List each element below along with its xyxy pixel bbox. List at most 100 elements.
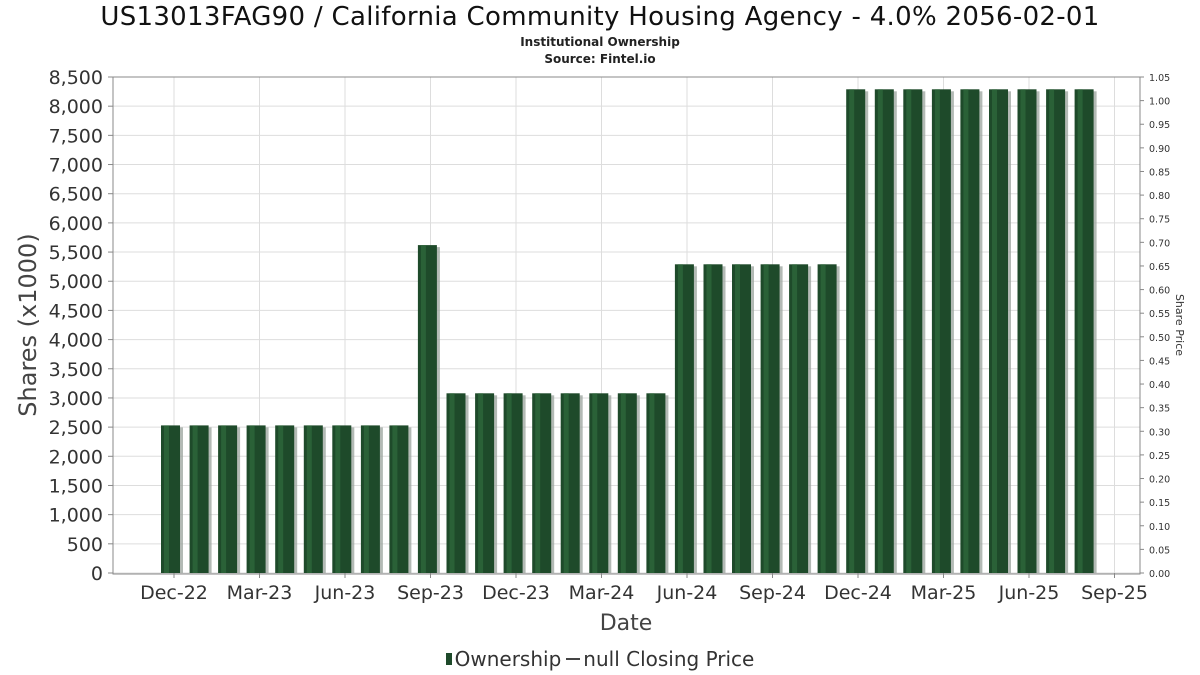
bar [161,425,183,573]
y-tick-label: 4,000 [49,330,103,352]
y2-axis-label: Share Price [1173,294,1186,356]
y-tick-label: 7,000 [49,155,103,177]
bar [846,89,869,574]
bar [246,425,269,573]
bar [560,393,583,573]
y2-tick-label: 0.25 [1149,451,1170,462]
y2-tick-label: 0.55 [1149,309,1170,320]
y-tick-label: 5,500 [49,242,103,264]
x-tick-label: Dec-23 [482,582,550,604]
legend: Ownership null Closing Price [0,647,1200,671]
bar [475,393,498,573]
y-axis: 0 500 1,000 1,500 2,000 2,500 3,000 3,500 4,000 4… [49,67,113,585]
y2-tick-label: 0.60 [1149,286,1170,297]
legend-closing-swatch [566,658,581,660]
y2-tick-label: 0.30 [1149,427,1170,438]
y2-tick-label: 1.05 [1149,73,1170,84]
bar [703,264,726,573]
bar [960,89,983,574]
legend-ownership-swatch [445,653,452,665]
y-tick-label: 5,000 [49,271,103,293]
x-tick-label: Jun-25 [998,582,1060,604]
chart-source: Source: Fintel.io [544,52,656,66]
y-tick-label: 6,000 [49,213,103,235]
bar [646,393,669,573]
bar [532,393,555,573]
x-axis-label: Date [600,611,653,636]
chart-title: US13013FAG90 / California Community Hous… [100,2,1100,32]
y2-tick-label: 0.20 [1149,475,1170,486]
y-tick-label: 500 [67,534,103,556]
bar [760,264,783,573]
y2-tick-label: 0.95 [1149,120,1170,131]
bar [417,245,440,573]
y2-axis: 0.00 0.05 0.10 0.15 0.20 0.25 0.30 0.35 0.40 0.45… [1140,73,1170,580]
bar [1074,89,1097,574]
y2-tick-label: 0.75 [1149,215,1170,226]
bar [674,264,697,573]
bar [817,264,840,573]
y2-tick-label: 0.15 [1149,498,1170,509]
x-tick-label: Mar-24 [569,582,635,604]
bar [589,393,612,573]
x-tick-label: Mar-23 [227,582,293,604]
y-tick-label: 8,000 [49,96,103,118]
x-tick-label: Mar-25 [911,582,977,604]
legend-ownership-label: Ownership [454,647,562,671]
y-tick-label: 8,500 [49,67,103,89]
x-tick-label: Dec-22 [140,582,208,604]
bar [275,425,298,573]
y2-tick-label: 0.40 [1149,380,1170,391]
y-tick-label: 1,000 [49,505,103,527]
y-tick-label: 2,000 [49,446,103,468]
y-tick-label: 6,500 [49,184,103,206]
y2-tick-label: 0.00 [1149,569,1170,580]
bar [189,425,212,573]
y2-tick-label: 0.70 [1149,238,1170,249]
bar [218,425,241,573]
y-tick-label: 1,500 [49,475,103,497]
x-tick-label: Jun-23 [314,582,376,604]
bar [1046,89,1069,574]
bar [1017,89,1040,574]
x-tick-label: Jun-24 [656,582,718,604]
y2-tick-label: 0.10 [1149,522,1170,533]
y2-tick-label: 0.90 [1149,144,1170,155]
y2-tick-label: 0.05 [1149,545,1170,556]
y-axis-label: Shares (x1000) [14,233,42,416]
chart-subtitle: Institutional Ownership [520,35,680,49]
bar [303,425,326,573]
bar [931,89,954,574]
legend-closing-label: null Closing Price [583,647,755,671]
bar [903,89,926,574]
y2-tick-label: 0.35 [1149,404,1170,415]
bar [617,393,640,573]
y2-tick-label: 0.50 [1149,333,1170,344]
plot-area [112,76,1141,575]
bar [360,425,383,573]
bar [446,393,469,573]
bar [989,89,1011,574]
bar [503,393,526,573]
x-tick-label: Sep-23 [397,582,464,604]
bar [874,89,897,574]
x-tick-label: Sep-24 [739,582,806,604]
bar [332,425,355,573]
y2-tick-label: 0.85 [1149,167,1170,178]
y-tick-label: 3,000 [49,388,103,410]
x-tick-label: Sep-25 [1081,582,1148,604]
bar [732,264,754,573]
y2-tick-label: 1.00 [1149,97,1170,108]
y-tick-label: 2,500 [49,417,103,439]
y2-tick-label: 0.45 [1149,356,1170,367]
y-tick-label: 3,500 [49,359,103,381]
x-axis: Dec-22 Mar-23 Jun-23 Sep-23 Dec-23 Mar-24 Jun-… [140,573,1148,604]
y-tick-label: 0 [91,563,103,585]
y2-tick-label: 0.80 [1149,191,1170,202]
y-tick-label: 7,500 [49,125,103,147]
y-tick-label: 4,500 [49,300,103,322]
x-tick-label: Dec-24 [824,582,892,604]
bar [389,425,412,573]
bar [789,264,812,573]
